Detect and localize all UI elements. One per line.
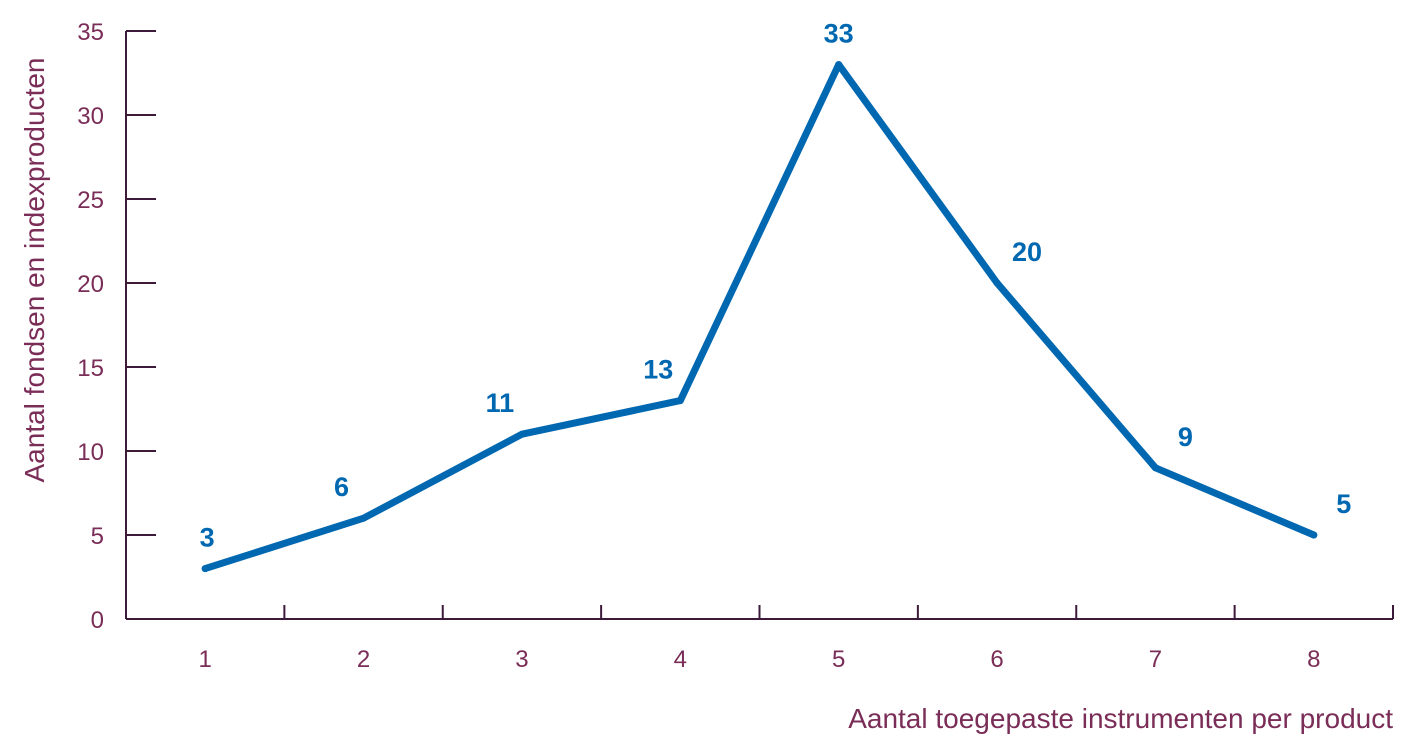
- y-tick-label: 30: [77, 103, 104, 130]
- x-tick-label: 3: [515, 646, 528, 673]
- data-label: 3: [200, 523, 215, 553]
- y-tick-label: 15: [77, 355, 104, 382]
- data-point: [1310, 531, 1318, 539]
- y-tick-label: 35: [77, 19, 104, 46]
- data-point: [201, 565, 209, 573]
- x-tick-label: 5: [832, 646, 845, 673]
- data-point: [835, 61, 843, 69]
- data-labels: 3 6 11 13 33 20 9 5: [200, 19, 1352, 553]
- x-tick-label: 1: [199, 646, 212, 673]
- y-tick-label: 5: [91, 523, 104, 550]
- data-point: [518, 430, 526, 438]
- y-axis-title: Aantal fondsen en indexproducten: [19, 58, 50, 483]
- y-axis-ticks: 0 5 10 15 20 25 30 35: [77, 19, 156, 634]
- data-label: 13: [643, 355, 673, 385]
- y-tick-label: 0: [91, 607, 104, 634]
- data-label: 9: [1178, 422, 1193, 452]
- data-label: 20: [1012, 237, 1042, 267]
- x-axis-title: Aantal toegepaste instrumenten per produ…: [848, 703, 1393, 734]
- data-label: 6: [334, 472, 349, 502]
- data-label: 33: [824, 19, 854, 49]
- data-point: [676, 397, 684, 405]
- x-tick-label: 6: [990, 646, 1003, 673]
- data-point: [360, 514, 368, 522]
- data-point: [1151, 464, 1159, 472]
- x-tick-label: 4: [674, 646, 687, 673]
- data-point: [993, 279, 1001, 287]
- series-group: [201, 61, 1318, 573]
- x-tick-label: 7: [1149, 646, 1162, 673]
- data-label: 5: [1336, 489, 1351, 519]
- data-label: 11: [486, 388, 515, 418]
- x-tick-label: 8: [1307, 646, 1320, 673]
- y-tick-label: 25: [77, 187, 104, 214]
- y-tick-label: 20: [77, 271, 104, 298]
- x-axis-ticks: 1 2 3 4 5 6 7 8: [199, 605, 1394, 673]
- x-tick-label: 2: [357, 646, 370, 673]
- series-line: [201, 61, 1318, 573]
- y-tick-label: 10: [77, 439, 104, 466]
